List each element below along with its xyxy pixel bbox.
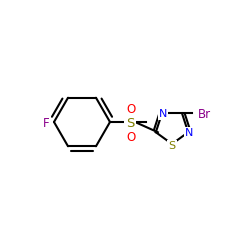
Text: O: O: [126, 131, 136, 144]
Text: O: O: [126, 103, 136, 116]
Text: F: F: [44, 117, 50, 130]
Text: S: S: [126, 117, 134, 130]
Text: S: S: [168, 141, 175, 151]
Text: N: N: [159, 109, 167, 119]
Text: Br: Br: [198, 108, 211, 121]
Text: N: N: [185, 128, 193, 138]
